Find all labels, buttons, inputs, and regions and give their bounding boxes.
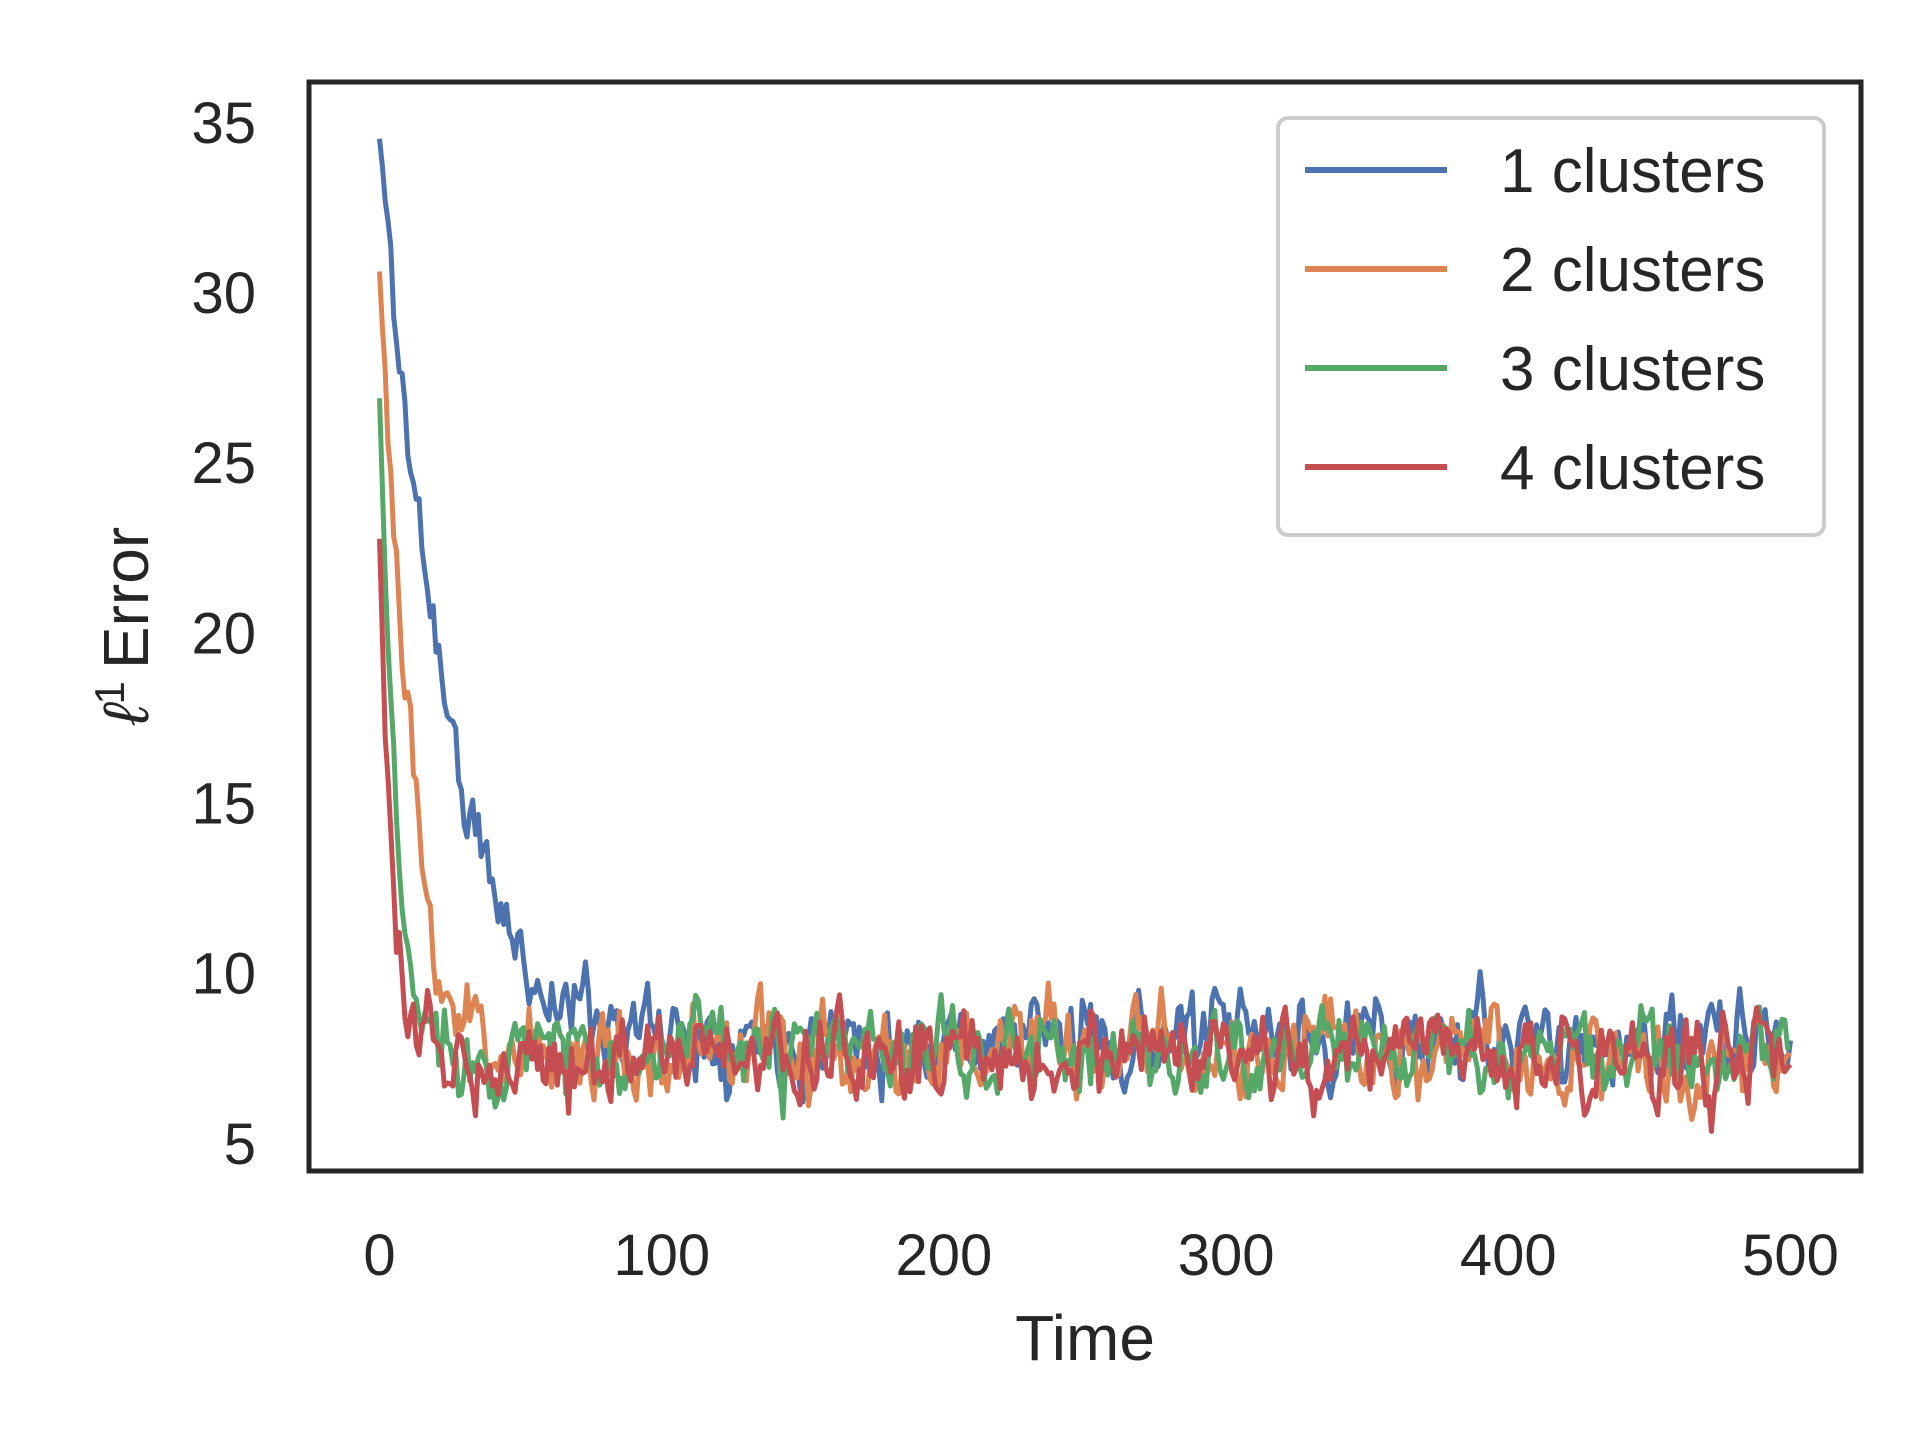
y-tick-label: 30 — [191, 261, 256, 326]
x-axis-label: Time — [1015, 1302, 1155, 1374]
series-layer — [377, 138, 1793, 1134]
y-tick-label: 25 — [191, 431, 256, 496]
y-axis-label-text: Error — [90, 527, 162, 669]
y-axis-label: ℓ1 Error — [86, 527, 162, 726]
x-tick-label: 0 — [363, 1223, 395, 1288]
y-axis-label-superscript: 1 — [86, 681, 133, 704]
y-tick-label: 5 — [224, 1112, 256, 1177]
y-tick-label: 20 — [191, 601, 256, 666]
x-tick-label: 400 — [1460, 1223, 1557, 1288]
y-tick-label: 15 — [191, 771, 256, 836]
x-tick-label: 100 — [613, 1223, 710, 1288]
legend-label: 3 clusters — [1500, 335, 1765, 404]
x-tick-label: 500 — [1742, 1223, 1839, 1288]
y-tick-label: 10 — [191, 942, 256, 1007]
legend-label: 4 clusters — [1500, 434, 1765, 503]
plot-frame — [306, 79, 1864, 1174]
x-tick-label: 300 — [1178, 1223, 1275, 1288]
y-tick-label: 35 — [191, 91, 256, 156]
legend-label: 2 clusters — [1500, 236, 1765, 305]
x-tick-label: 200 — [896, 1223, 993, 1288]
legend-box — [1276, 116, 1826, 537]
x-tick-labels: 0 100 200 300 400 500 — [363, 1223, 1838, 1288]
series-line-4 — [377, 538, 1793, 1134]
legend-label: 1 clusters — [1500, 137, 1765, 206]
y-tick-labels: 5 10 15 20 25 30 35 — [191, 91, 256, 1177]
y-axis-label-symbol: ℓ — [90, 702, 162, 726]
legend: 1 clusters 2 clusters 3 clusters 4 clusters — [1276, 116, 1826, 537]
